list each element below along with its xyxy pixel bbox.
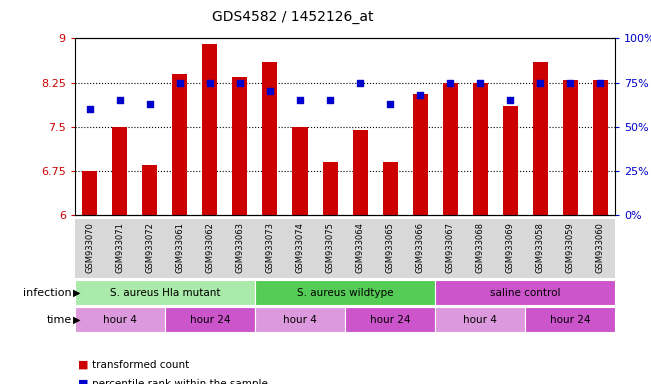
Bar [322, 162, 337, 215]
Text: GSM933061: GSM933061 [175, 222, 184, 273]
Bar [562, 79, 577, 215]
Bar [473, 83, 488, 215]
Bar [75, 280, 255, 305]
Text: hour 4: hour 4 [283, 314, 317, 325]
Bar [353, 130, 368, 215]
Text: GSM933070: GSM933070 [85, 222, 94, 273]
Point [415, 92, 425, 98]
Text: GSM933069: GSM933069 [506, 222, 515, 273]
Text: hour 24: hour 24 [189, 314, 230, 325]
Bar [202, 44, 217, 215]
Bar [383, 162, 398, 215]
Point [265, 88, 275, 94]
Bar [345, 307, 435, 332]
Bar [525, 307, 615, 332]
Bar [292, 127, 307, 215]
Point [115, 97, 125, 103]
Point [325, 97, 335, 103]
Text: GSM933062: GSM933062 [206, 222, 214, 273]
Text: hour 24: hour 24 [370, 314, 410, 325]
Point [204, 79, 215, 86]
Text: time: time [46, 314, 72, 325]
Bar [83, 171, 98, 215]
Text: GSM933059: GSM933059 [566, 222, 575, 273]
Point [174, 79, 185, 86]
Point [475, 79, 485, 86]
Text: ▶: ▶ [73, 288, 81, 298]
Text: transformed count: transformed count [92, 360, 189, 370]
Text: GSM933063: GSM933063 [236, 222, 245, 273]
Text: GSM933068: GSM933068 [476, 222, 484, 273]
Point [385, 101, 395, 107]
Bar [533, 62, 547, 215]
Point [235, 79, 245, 86]
Bar [232, 77, 247, 215]
Bar [262, 62, 277, 215]
Point [535, 79, 546, 86]
Bar [143, 165, 158, 215]
Text: GDS4582 / 1452126_at: GDS4582 / 1452126_at [212, 10, 374, 23]
Bar [173, 74, 187, 215]
Text: ■: ■ [78, 379, 89, 384]
Text: GSM933071: GSM933071 [115, 222, 124, 273]
Text: percentile rank within the sample: percentile rank within the sample [92, 379, 268, 384]
Text: ■: ■ [78, 360, 89, 370]
Point [445, 79, 455, 86]
Text: hour 24: hour 24 [550, 314, 590, 325]
Text: GSM933058: GSM933058 [536, 222, 545, 273]
Point [145, 101, 155, 107]
Bar [435, 307, 525, 332]
Bar [443, 83, 458, 215]
Text: infection: infection [23, 288, 72, 298]
Bar [75, 307, 165, 332]
Bar [435, 280, 615, 305]
Text: GSM933067: GSM933067 [445, 222, 454, 273]
Point [355, 79, 365, 86]
Text: GSM933065: GSM933065 [385, 222, 395, 273]
Bar [413, 94, 428, 215]
Text: saline control: saline control [490, 288, 561, 298]
Text: GSM933060: GSM933060 [596, 222, 605, 273]
Text: GSM933073: GSM933073 [266, 222, 275, 273]
Text: GSM933064: GSM933064 [355, 222, 365, 273]
Point [565, 79, 575, 86]
Text: GSM933066: GSM933066 [415, 222, 424, 273]
Text: S. aureus Hla mutant: S. aureus Hla mutant [109, 288, 220, 298]
Text: GSM933074: GSM933074 [296, 222, 305, 273]
Bar [255, 280, 435, 305]
Point [505, 97, 516, 103]
Bar [113, 127, 128, 215]
Bar [503, 106, 518, 215]
Text: GSM933075: GSM933075 [326, 222, 335, 273]
Point [85, 106, 95, 112]
Bar [592, 79, 607, 215]
Bar [165, 307, 255, 332]
Text: S. aureus wildtype: S. aureus wildtype [297, 288, 393, 298]
Text: hour 4: hour 4 [103, 314, 137, 325]
Text: GSM933072: GSM933072 [145, 222, 154, 273]
Point [595, 79, 605, 86]
Bar [255, 307, 345, 332]
Point [295, 97, 305, 103]
Text: ▶: ▶ [73, 314, 81, 325]
Text: hour 4: hour 4 [463, 314, 497, 325]
